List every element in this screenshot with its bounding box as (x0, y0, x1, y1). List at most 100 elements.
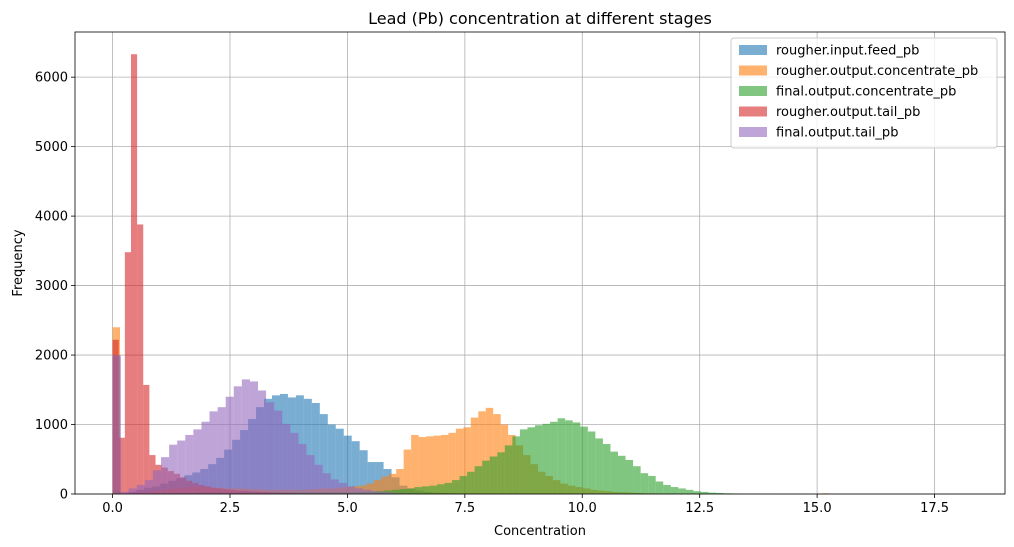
histogram-bar (118, 437, 125, 494)
x-tick-label: 0.0 (102, 501, 123, 516)
histogram-bar (193, 429, 202, 494)
histogram-bar (403, 449, 412, 494)
legend-swatch (739, 45, 767, 55)
chart-title: Lead (Pb) concentration at different sta… (368, 9, 712, 28)
x-tick-label: 17.5 (920, 501, 949, 516)
histogram-bar (120, 491, 129, 494)
histogram-bar (426, 436, 434, 494)
histogram-bar (282, 423, 291, 494)
histogram-bar (152, 470, 162, 494)
histogram-bar (298, 443, 307, 494)
histogram-bar (485, 407, 494, 494)
histogram-bar (112, 355, 121, 494)
histogram-bar (233, 386, 242, 494)
histogram-bar (512, 436, 520, 494)
histogram-bar (363, 489, 372, 494)
histogram-bar (700, 491, 709, 494)
histogram-bar (314, 464, 323, 494)
histogram-bar (351, 441, 360, 494)
histogram-bar (493, 414, 501, 494)
histogram-bar (366, 483, 374, 494)
histogram-bar (519, 429, 528, 494)
histogram-bar (375, 462, 384, 494)
histogram-bar (128, 488, 137, 494)
histogram-bar (580, 426, 588, 494)
legend-swatch (739, 106, 767, 117)
histogram-bar (470, 417, 479, 494)
histogram-bar (602, 443, 611, 494)
histogram-bar (482, 460, 490, 494)
histogram-bar (663, 484, 671, 494)
y-tick-label: 5000 (35, 140, 68, 155)
histogram-bar (527, 427, 536, 494)
histogram-bar (330, 479, 339, 494)
legend-entry-label: rougher.output.tail_pb (776, 105, 920, 120)
histogram-bar (497, 452, 505, 494)
legend-swatch (739, 127, 767, 137)
y-tick-label: 0 (60, 488, 68, 503)
histogram-bar (452, 480, 460, 494)
histogram-bar (384, 490, 392, 494)
legend-entry-label: rougher.input.feed_pb (776, 44, 919, 59)
x-tick-label: 12.5 (685, 501, 714, 516)
histogram-bar (319, 414, 328, 494)
histogram-bar (433, 435, 441, 494)
histogram-bar (177, 440, 186, 494)
histogram-bar (633, 466, 641, 494)
histogram-bar (381, 476, 389, 494)
histogram-bar (388, 473, 397, 494)
histogram-bar (391, 489, 400, 494)
histogram-bar (436, 484, 445, 494)
y-tick-label: 1000 (35, 418, 68, 433)
histogram-bar (535, 425, 543, 494)
x-tick-label: 15.0 (803, 501, 832, 516)
histogram-bar (648, 475, 656, 494)
legend-entry-label: final.output.concentrate_pb (776, 85, 956, 100)
x-tick-label: 7.5 (455, 501, 476, 516)
histogram-bar (346, 486, 355, 494)
histogram-bar (303, 398, 312, 494)
histogram-bar (640, 473, 649, 494)
x-tick-label: 5.0 (337, 501, 358, 516)
histogram-bar (489, 456, 498, 494)
histogram-bar (136, 484, 145, 494)
histogram-bar (587, 431, 596, 494)
y-axis-ticks: 0 1000 2000 3000 4000 5000 6000 (35, 71, 75, 503)
histogram-bar (708, 492, 717, 494)
histogram-bar (655, 481, 664, 494)
histogram-bar (550, 421, 558, 494)
histogram-bar (459, 475, 468, 494)
histogram-bar (137, 224, 144, 494)
histogram-bar (338, 482, 347, 494)
histogram-bar (565, 420, 573, 494)
histogram-bar (209, 411, 218, 494)
histogram-bar (359, 450, 368, 494)
histogram-bar (716, 492, 724, 494)
legend-entry-label: rougher.output.concentrate_pb (776, 64, 978, 79)
histogram-bar (595, 438, 603, 494)
histogram-bar (130, 54, 138, 495)
legend-swatch (739, 86, 767, 96)
x-tick-label: 2.5 (220, 501, 241, 516)
histogram-bar (274, 410, 283, 494)
histogram-bar (557, 418, 566, 494)
histogram-bar (625, 459, 634, 494)
histogram-bar (418, 437, 427, 494)
histogram-bar (322, 473, 331, 494)
histogram-bar (327, 424, 336, 494)
plot-area-frame (74, 31, 1006, 495)
histogram-bar (572, 422, 581, 494)
histogram-bar (421, 486, 430, 494)
histogram-bar (149, 455, 156, 494)
histogram-bar (201, 421, 210, 494)
histogram-bar (290, 432, 299, 494)
histogram-bar (444, 482, 453, 494)
histogram-bar (440, 434, 449, 494)
histogram-bar (414, 487, 422, 494)
histogram-bar (467, 471, 475, 494)
histogram-bar (387, 492, 396, 494)
y-tick-label: 3000 (35, 279, 68, 294)
histogram-bar (335, 428, 344, 494)
histogram-bar (406, 488, 415, 494)
